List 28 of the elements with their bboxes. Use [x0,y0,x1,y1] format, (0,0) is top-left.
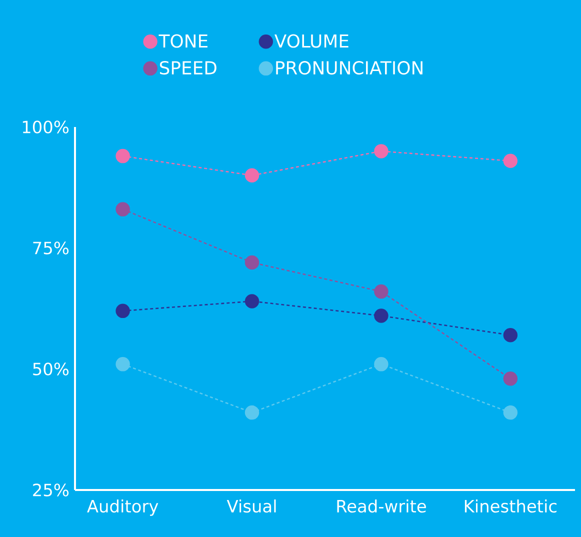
x-tick-label: Visual [226,499,276,513]
legend-label: VOLUME [274,34,348,48]
legend-label: TONE [158,34,208,48]
legend-label: PRONUNCIATION [276,61,422,75]
y-tick-label: 25% [33,484,69,496]
point [244,294,260,308]
legend-label: SPEED [160,61,216,75]
point [244,255,260,270]
point [503,372,518,386]
y-tick-label: 50% [33,362,69,376]
point [116,304,130,318]
y-tick-label: 75% [33,242,69,254]
point [374,284,388,299]
point [374,357,388,372]
x-tick-label: Read-write [337,499,426,513]
point [503,328,518,342]
x-tick-label: Auditory [87,499,158,516]
y-tick-label: 100% [22,120,69,134]
point [244,168,260,183]
point [116,357,130,372]
point [116,148,130,164]
x-tick-label: Kinesthetic [464,499,556,513]
point [374,144,388,158]
point [244,405,260,420]
point [503,154,518,168]
point [116,202,130,216]
point [374,308,388,323]
point [503,405,518,420]
